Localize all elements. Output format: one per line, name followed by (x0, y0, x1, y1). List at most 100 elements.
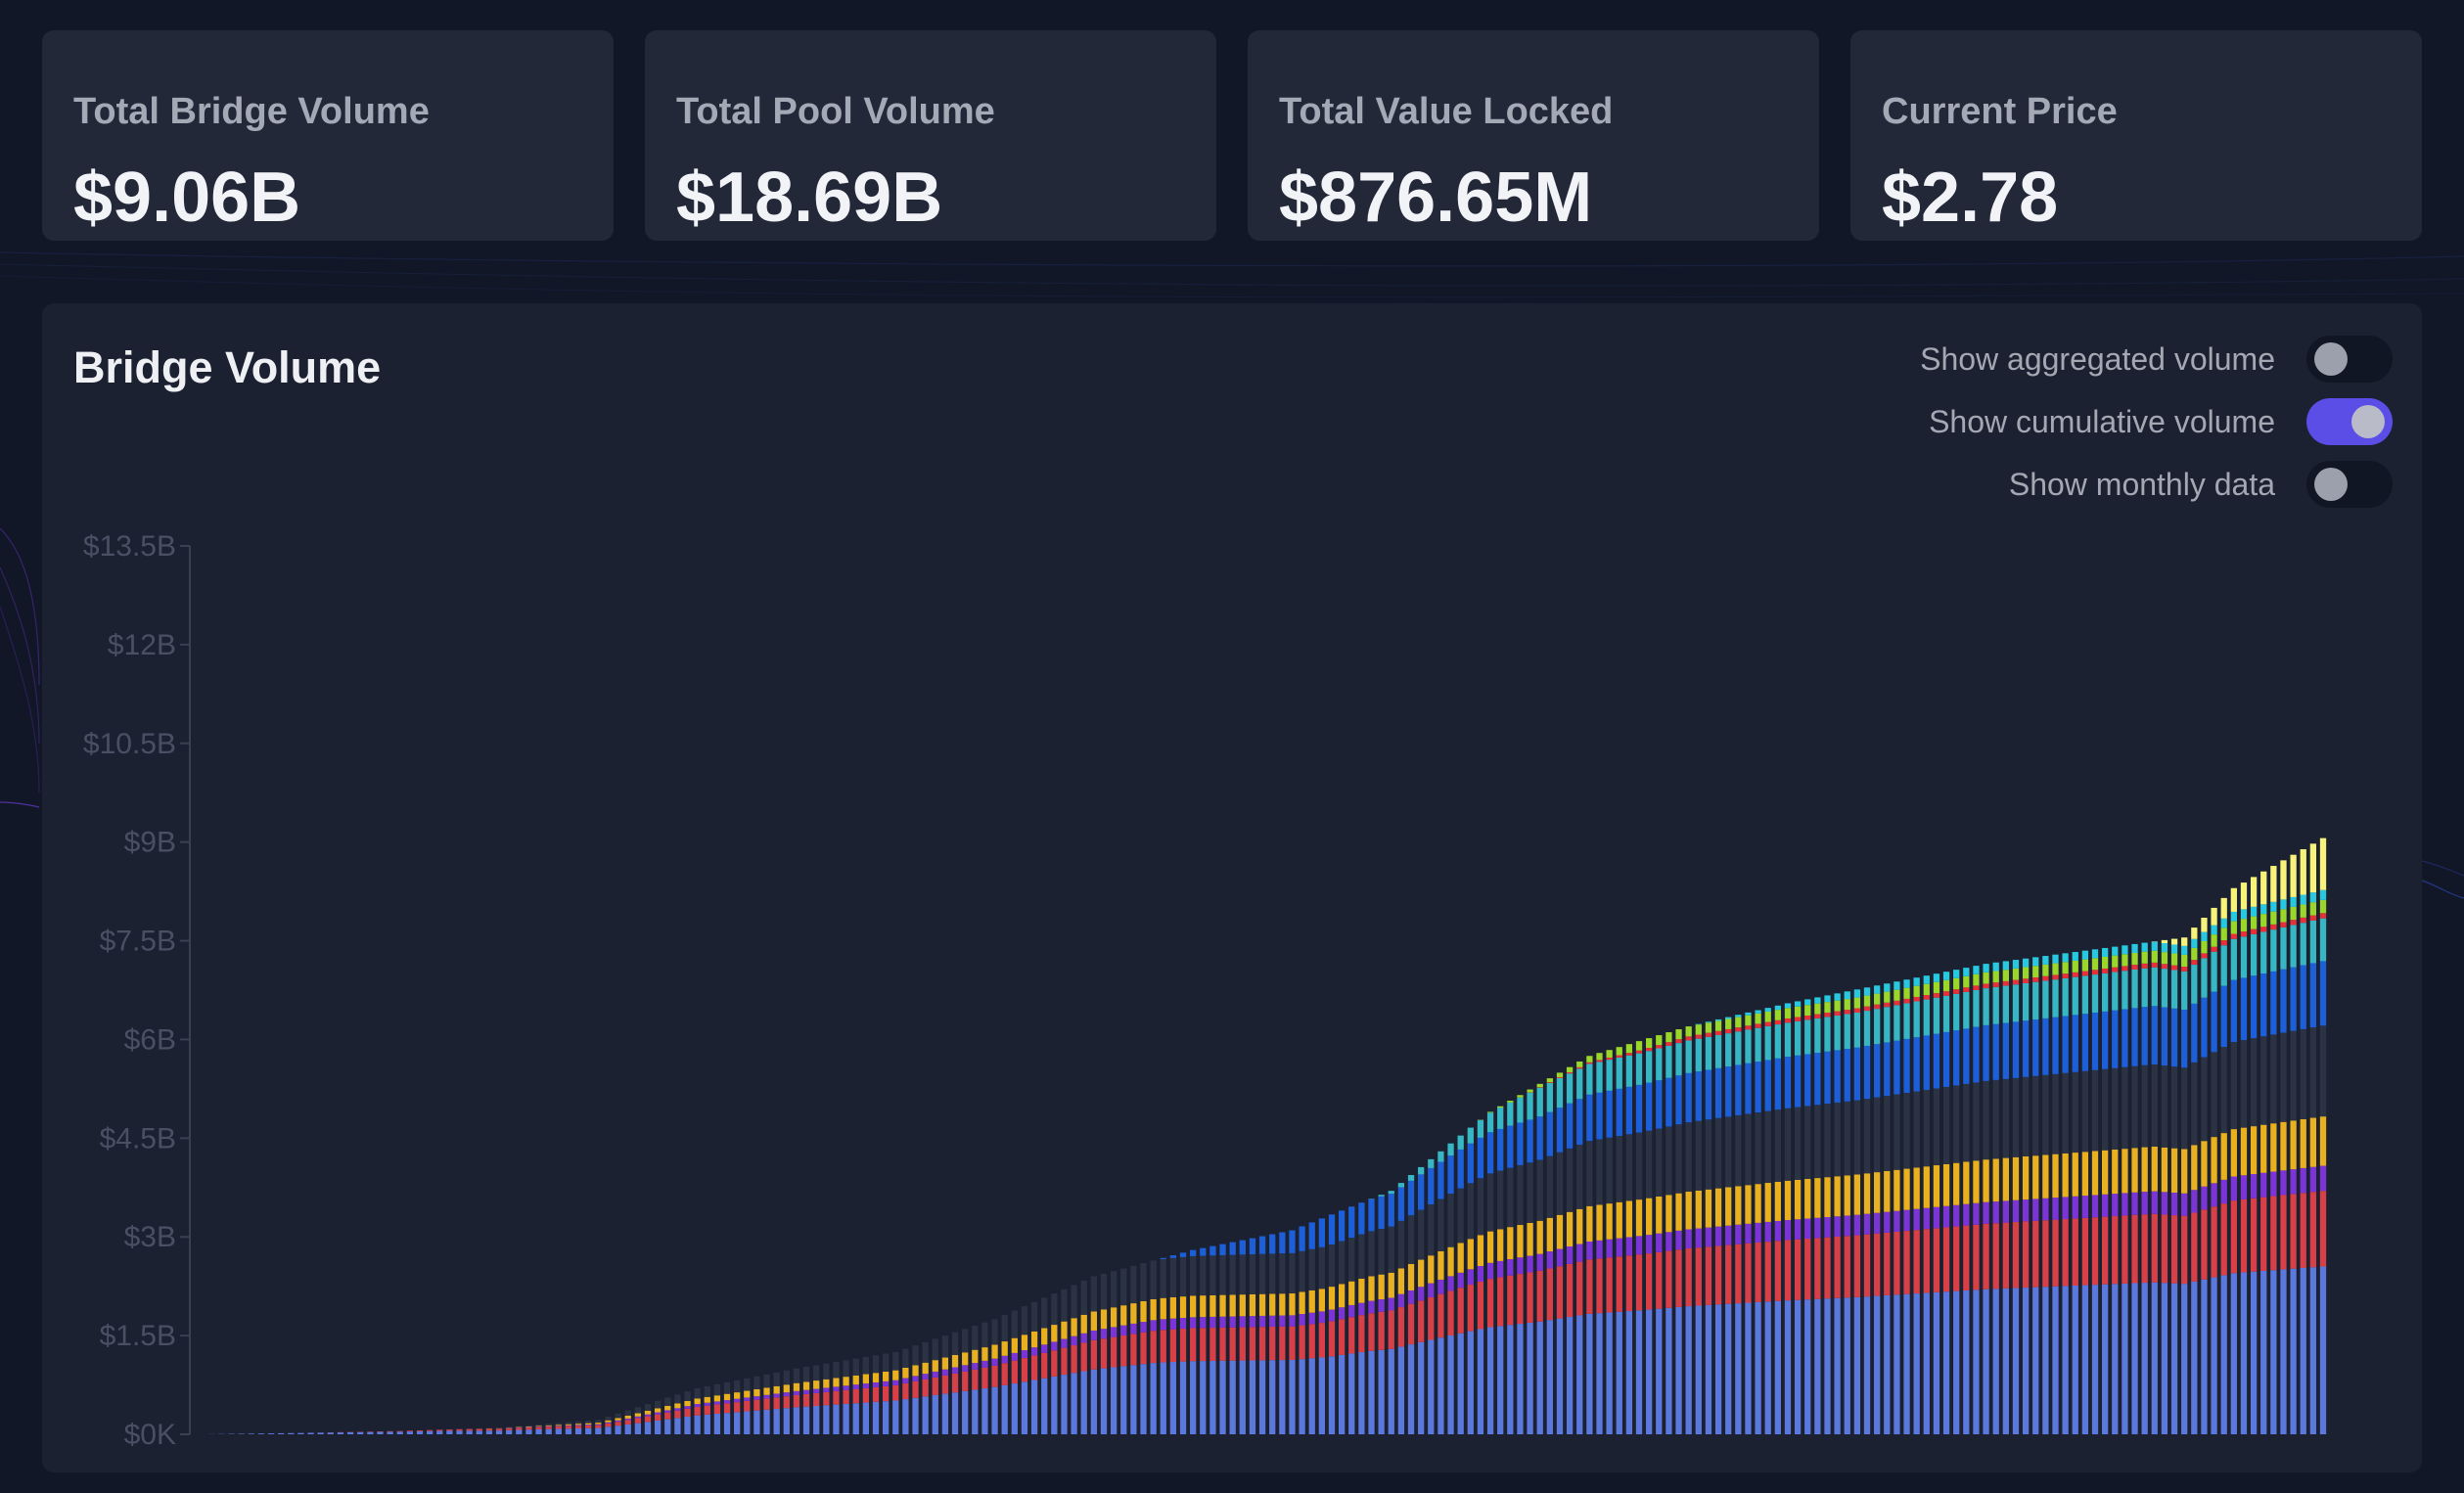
bar-segment (892, 1370, 899, 1380)
bar-segment (1714, 1117, 1722, 1189)
bar-segment (565, 1422, 572, 1425)
bar-segment (1576, 1068, 1583, 1100)
bar-segment (495, 1428, 503, 1431)
bar-segment (2191, 1145, 2198, 1191)
bar-segment (1239, 1360, 1246, 1434)
bar-segment (2280, 1170, 2287, 1196)
bar-segment (2290, 1268, 2297, 1434)
bar-segment (1983, 1289, 1989, 1434)
bar-segment (1894, 1094, 1900, 1170)
bar-segment (1190, 1361, 1197, 1434)
bar-segment (1190, 1249, 1197, 1256)
bar-segment (2211, 1052, 2217, 1138)
bar-segment (744, 1411, 751, 1434)
bar-segment (2220, 927, 2227, 941)
bar-segment (1437, 1337, 1444, 1434)
bar-segment (1209, 1360, 1216, 1434)
bar-segment (555, 1425, 562, 1426)
bar-segment (506, 1427, 513, 1430)
bar-segment (1933, 1088, 1940, 1166)
bar-segment (1308, 1289, 1315, 1313)
bar-segment (416, 1429, 424, 1431)
bar-segment (744, 1397, 751, 1401)
bar-segment (387, 1431, 393, 1434)
aggregated-volume-toggle[interactable] (2306, 336, 2393, 383)
bar-segment (1447, 1143, 1454, 1156)
bar-segment (1705, 1119, 1712, 1190)
bar-segment (744, 1378, 751, 1391)
bar-segment (2072, 1071, 2078, 1154)
bar-segment (1546, 1111, 1553, 1156)
bar-segment (922, 1341, 929, 1363)
bar-segment (2270, 924, 2277, 930)
bar-segment (1289, 1326, 1296, 1360)
bar-segment (2181, 1193, 2188, 1216)
bar-segment (1814, 997, 1821, 1004)
bar-segment (644, 1416, 652, 1423)
bar-segment (1527, 1255, 1533, 1273)
bar-segment (2211, 1183, 2217, 1207)
bar-segment (1824, 1104, 1831, 1178)
bar-segment (2240, 1175, 2248, 1199)
bar-segment (1556, 1266, 1564, 1319)
bar-segment (466, 1430, 473, 1434)
bar-segment (1368, 1300, 1375, 1314)
bar-segment (2072, 976, 2078, 1016)
bar-segment (1616, 1057, 1622, 1089)
bar-segment (1814, 1238, 1821, 1299)
bar-segment (1536, 1083, 1543, 1088)
bar-segment (615, 1413, 621, 1419)
bar-segment (2220, 1275, 2227, 1434)
bar-segment (912, 1376, 919, 1381)
bar-segment (922, 1374, 929, 1380)
bar-segment (823, 1405, 830, 1434)
bar-segment (2309, 1117, 2317, 1167)
bar-segment (257, 1433, 265, 1434)
bar-segment (1942, 1086, 1950, 1164)
bar-segment (1705, 1036, 1712, 1070)
bar-segment (1110, 1336, 1118, 1368)
monthly-data-toggle[interactable] (2306, 461, 2393, 508)
bar-segment (1467, 1143, 1474, 1184)
bar-segment (1030, 1347, 1038, 1356)
bar-segment (2300, 917, 2306, 924)
bar-segment (1219, 1294, 1226, 1317)
bar-segment (2091, 1285, 2099, 1434)
bar-segment (1497, 1277, 1504, 1327)
bar-segment (674, 1418, 681, 1434)
bar-segment (1437, 1199, 1444, 1251)
bar-segment (1200, 1295, 1207, 1318)
bar-segment (446, 1430, 453, 1434)
bar-segment (1299, 1325, 1305, 1360)
bar-segment (1764, 1025, 1771, 1061)
bar-segment (1457, 1149, 1464, 1189)
bar-segment (1814, 1003, 1821, 1015)
bar-segment (1625, 1311, 1633, 1434)
bar-segment (1973, 973, 1980, 986)
bar-segment (1100, 1368, 1108, 1434)
bar-segment (2022, 1288, 2030, 1434)
bar-segment (2131, 953, 2138, 966)
bar-segment (1735, 1064, 1742, 1115)
bar-segment (1913, 1037, 1920, 1092)
bar-segment (2122, 1283, 2128, 1434)
cumulative-volume-toggle[interactable] (2306, 398, 2393, 445)
bar-segment (1318, 1311, 1325, 1324)
bar-segment (1150, 1260, 1157, 1299)
bar-segment (1983, 1080, 1989, 1160)
bar-segment (2270, 911, 2277, 925)
stat-card-bridge-volume: Total Bridge Volume $9.06B (42, 30, 614, 241)
bar-segment (2072, 951, 2078, 961)
bar-segment (2042, 1287, 2049, 1434)
bar-segment (634, 1413, 642, 1417)
bar-segment (1764, 1021, 1771, 1026)
bar-segment (2062, 1016, 2069, 1073)
bar-segment (1844, 999, 1850, 1011)
bar-segment (2052, 1286, 2059, 1434)
bar-segment (1745, 1223, 1752, 1244)
bar-segment (1041, 1328, 1048, 1345)
bar-segment (1834, 1015, 1841, 1051)
bar-segment (2240, 1127, 2248, 1176)
bar-segment (1953, 1226, 1960, 1291)
bar-segment (1289, 1293, 1296, 1316)
